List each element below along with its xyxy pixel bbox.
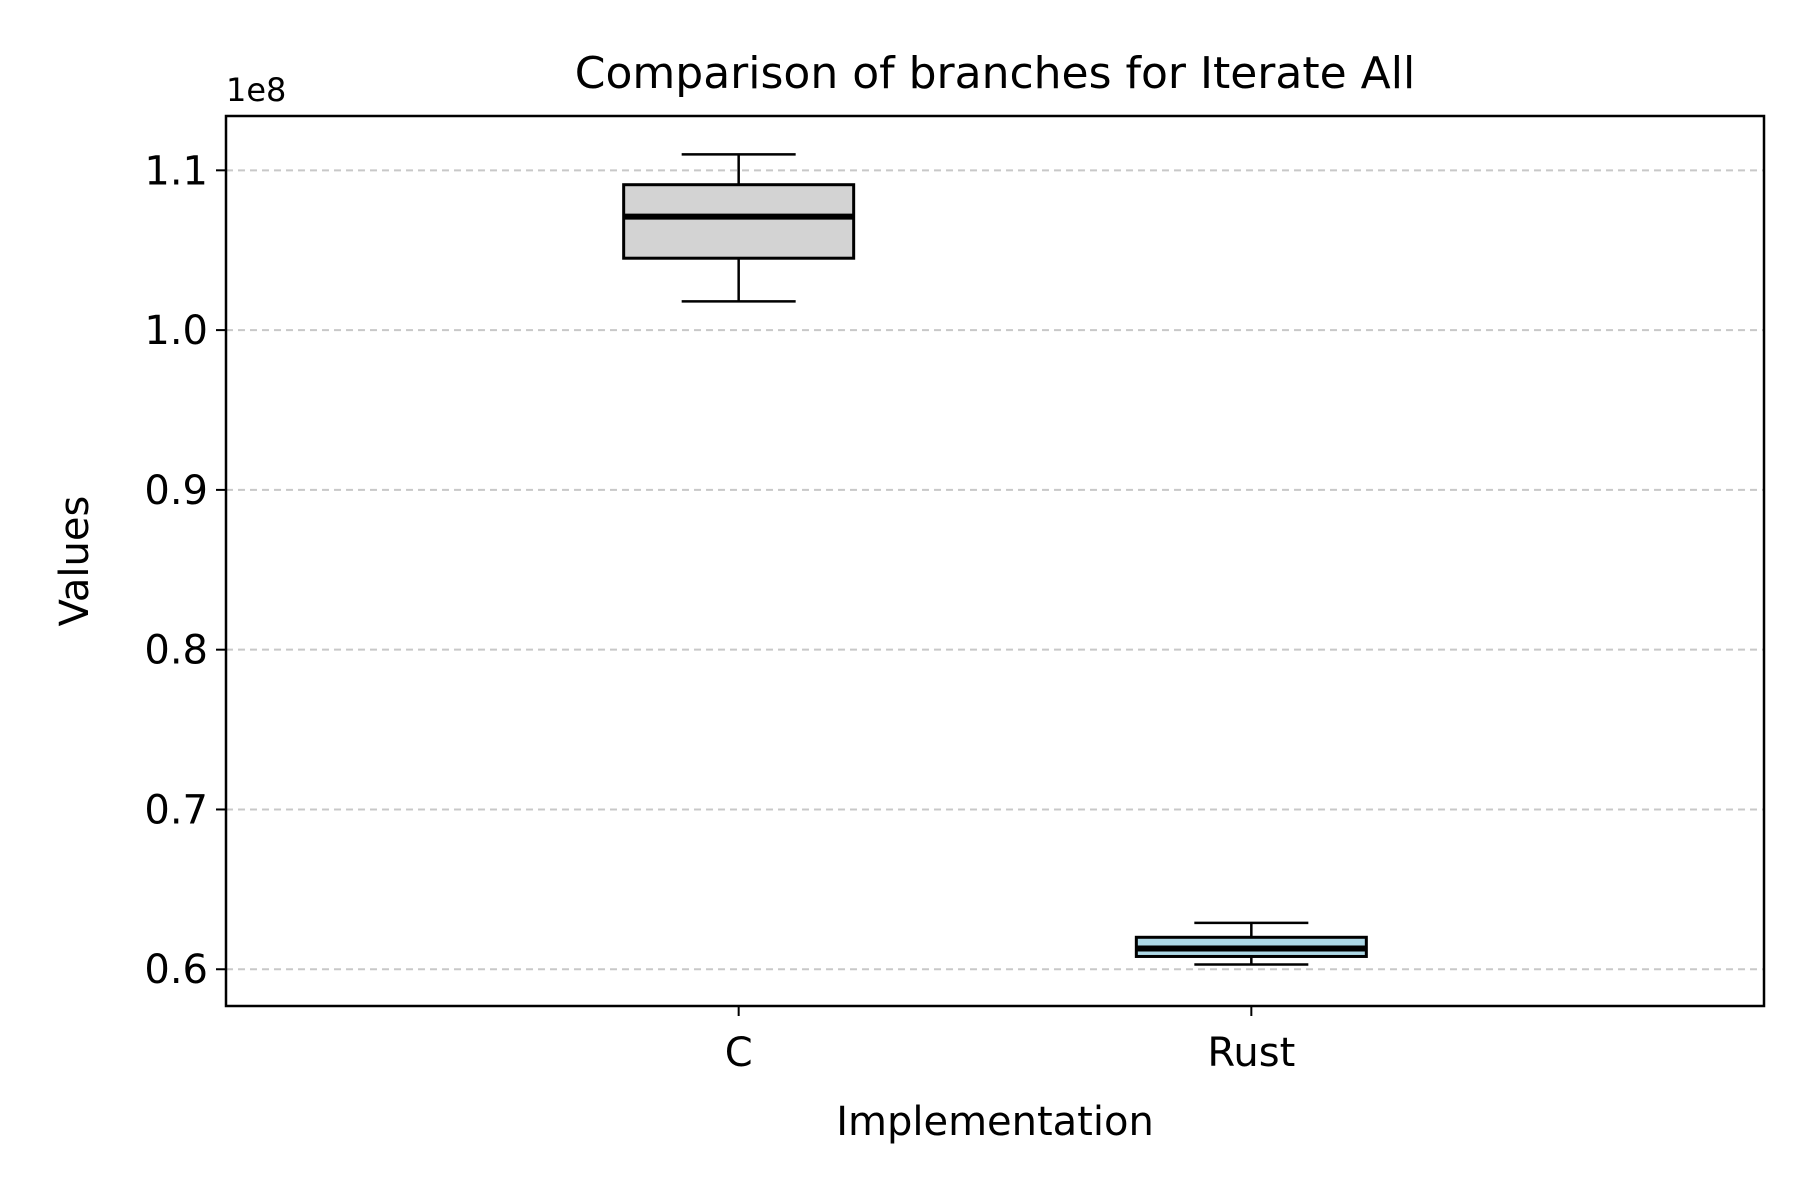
y-tick-label: 0.9 [144, 468, 208, 514]
boxes [622, 153, 1368, 966]
y-tick-label: 0.8 [144, 628, 208, 674]
box-c [622, 153, 856, 303]
y-axis-label: Values [52, 496, 98, 627]
grid-lines [226, 169, 1764, 971]
y-tick-label: 1.1 [144, 148, 208, 194]
chart-title: Comparison of branches for Iterate All [575, 48, 1415, 99]
y-tick-label: 0.6 [144, 947, 208, 993]
plot-frame [224, 114, 1766, 1008]
x-axis-ticks: C Rust [725, 1006, 1295, 1076]
y-tick-label: 1.0 [144, 308, 208, 354]
y-axis-offset-label: 1e8 [226, 71, 286, 109]
box-rust [1134, 921, 1368, 966]
x-axis-label: Implementation [836, 1099, 1154, 1145]
box-iqr [622, 183, 856, 260]
x-tick-label: Rust [1207, 1030, 1295, 1076]
x-tick-label: C [725, 1030, 753, 1076]
y-tick-label: 0.7 [144, 787, 208, 833]
y-axis-ticks: 0.6 0.7 0.8 0.9 1.0 1.1 [144, 148, 226, 993]
